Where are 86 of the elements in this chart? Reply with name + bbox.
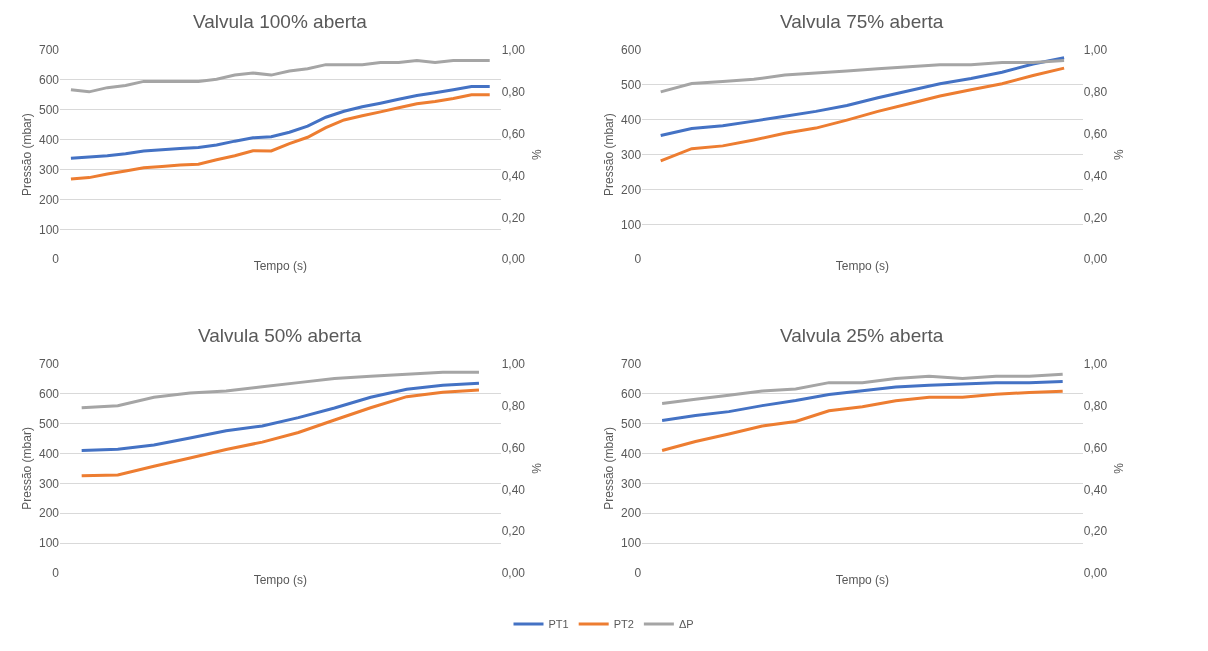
y2-tick-label: 0,40 [501, 168, 526, 183]
line-series [660, 389, 1065, 452]
x-axis-title: Tempo (s) [835, 259, 890, 274]
line-series [660, 372, 1065, 406]
y-tick-label: 700 [621, 357, 642, 371]
y2-tick-label: 0,80 [1083, 398, 1108, 413]
y2-tick-label: 0,00 [1083, 252, 1108, 267]
legend-label: PT2 [613, 618, 634, 631]
y-tick-label: 200 [621, 506, 642, 521]
y2-tick-label: 0,00 [501, 566, 526, 581]
y2-tick-label: 0,20 [501, 210, 526, 225]
y2-tick-label: 0,20 [1083, 524, 1108, 539]
y-tick-label: 400 [38, 132, 60, 147]
line-series [69, 93, 492, 181]
y2-tick-label: 0,80 [501, 85, 526, 100]
x-axis-title: Tempo (s) [253, 259, 307, 274]
y2-tick-label: 0,00 [1083, 566, 1108, 581]
line-series [69, 84, 492, 160]
y2-tick-label: 0,40 [1083, 482, 1108, 497]
y-tick-label: 200 [38, 192, 60, 207]
y2-tick-label: 0,20 [1083, 210, 1108, 225]
y2-tick-label: 0,40 [1083, 168, 1108, 183]
y-axis-title: Pressão (mbar) [20, 427, 35, 510]
y2-axis-title: % [530, 462, 545, 474]
y-axis-title: Pressão (mbar) [602, 113, 617, 196]
y-tick-label: 600 [621, 386, 642, 401]
y2-axis-title: % [530, 148, 545, 160]
y-tick-label: 400 [621, 446, 642, 461]
y-axis-title: Pressão (mbar) [20, 113, 35, 196]
line-series [659, 56, 1066, 137]
y2-tick-label: 0,80 [501, 398, 526, 413]
line-series [80, 370, 481, 410]
y-tick-label: 600 [38, 73, 60, 88]
chart-title: Valvula 50% aberta [198, 325, 362, 346]
y2-tick-label: 0,80 [1083, 85, 1108, 100]
line-series [80, 388, 481, 478]
y-tick-label: 400 [621, 112, 642, 127]
y2-tick-label: 0,00 [501, 252, 526, 267]
y2-tick-label: 1,00 [1083, 357, 1108, 371]
y2-tick-label: 1,00 [501, 357, 526, 371]
chart-title: Valvula 25% aberta [780, 325, 944, 346]
y-tick-label: 300 [621, 476, 642, 491]
y2-tick-label: 0,60 [501, 440, 526, 455]
line-series [660, 379, 1065, 423]
y2-axis-title: % [1112, 462, 1127, 474]
y-tick-label: 500 [38, 416, 60, 431]
y2-tick-label: 1,00 [501, 43, 526, 58]
y2-tick-label: 0,60 [1083, 440, 1108, 455]
y-tick-label: 600 [621, 43, 642, 58]
y-tick-label: 0 [52, 566, 60, 581]
y-tick-label: 400 [38, 446, 60, 461]
y-tick-label: 0 [634, 566, 642, 581]
y-axis-title: Pressão (mbar) [602, 427, 617, 510]
chart-title: Valvula 75% aberta [780, 11, 944, 32]
y-tick-label: 500 [621, 416, 642, 431]
y-tick-label: 0 [634, 252, 642, 267]
legend-label: ΔP [678, 618, 694, 631]
line-series [659, 66, 1066, 163]
y-tick-label: 500 [38, 102, 60, 117]
y2-tick-label: 0,40 [501, 482, 526, 497]
y-tick-label: 100 [38, 222, 60, 237]
y2-tick-label: 1,00 [1083, 43, 1108, 58]
legend-label: PT1 [548, 618, 569, 631]
y2-tick-label: 0,20 [501, 524, 526, 539]
line-series [659, 58, 1066, 94]
y-tick-label: 0 [52, 252, 60, 267]
y2-axis-title: % [1112, 148, 1127, 160]
y-tick-label: 700 [38, 43, 60, 58]
x-axis-title: Tempo (s) [835, 572, 890, 587]
y-tick-label: 500 [621, 78, 642, 93]
line-series [80, 381, 481, 452]
y-tick-label: 200 [621, 182, 642, 197]
y-tick-label: 300 [38, 162, 60, 177]
y-tick-label: 700 [38, 357, 60, 371]
y-tick-label: 300 [621, 147, 642, 162]
y2-tick-label: 0,60 [501, 126, 526, 141]
y-tick-label: 100 [621, 536, 642, 551]
line-series [69, 58, 492, 94]
y-tick-label: 600 [38, 386, 60, 401]
chart-title: Valvula 100% aberta [193, 11, 368, 32]
y-tick-label: 100 [38, 536, 60, 551]
y-tick-label: 100 [621, 217, 642, 232]
y-tick-label: 200 [38, 506, 60, 521]
y-tick-label: 300 [38, 476, 60, 491]
y2-tick-label: 0,60 [1083, 126, 1108, 141]
x-axis-title: Tempo (s) [253, 572, 307, 587]
